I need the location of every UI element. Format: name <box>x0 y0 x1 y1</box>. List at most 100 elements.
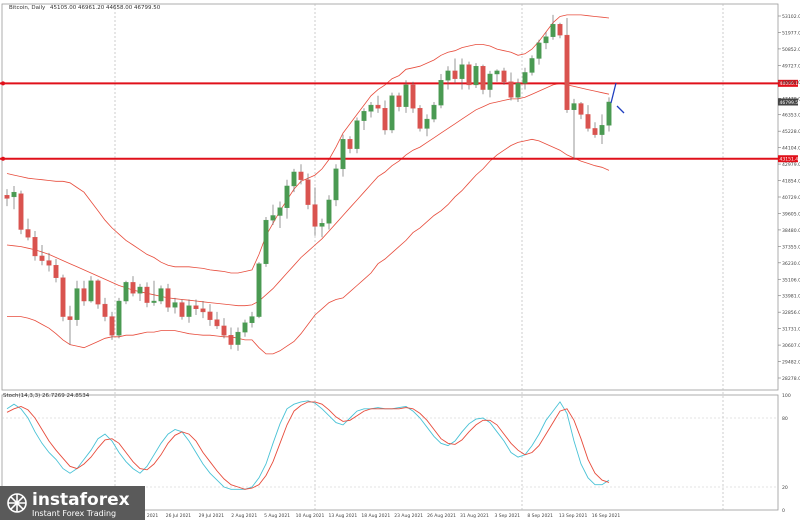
date-tick-label: 31 Aug 2021 <box>460 513 489 519</box>
price-tick-label: 40729.00 <box>782 195 800 201</box>
candle-body <box>334 169 339 200</box>
level-anchor-0 <box>1 81 5 85</box>
date-tick-label: 13 Aug 2021 <box>328 513 357 519</box>
candle-body <box>523 72 528 83</box>
price-tick-label: 37355.00 <box>782 244 800 250</box>
candle-body <box>558 24 563 35</box>
candle-body <box>243 323 248 332</box>
candle-body <box>320 223 325 226</box>
candle-body <box>446 71 451 80</box>
candle-body <box>411 85 416 108</box>
price-tick-label: 50852.00 <box>782 47 800 53</box>
date-tick-label: 10 Aug 2021 <box>296 513 325 519</box>
candle-body <box>82 289 87 301</box>
candle-body <box>145 287 150 303</box>
candle-body <box>138 287 143 293</box>
candle-body <box>341 139 346 169</box>
candle-body <box>565 35 570 110</box>
candle-body <box>96 281 101 304</box>
symbol-label: Bitcoin, Daily <box>9 5 46 11</box>
instaforex-logo: instaforex Instant Forex Trading <box>0 486 145 520</box>
price-tick-label: 49727.00 <box>782 63 800 69</box>
stoch-title: Stoch(14,3,3) 26.7269 24.8534 <box>3 393 90 399</box>
date-tick-label: 13 Sep 2021 <box>559 513 588 519</box>
candle <box>355 118 360 154</box>
price-tick-label: 38480.00 <box>782 228 800 234</box>
candle-body <box>474 66 479 85</box>
candle-body <box>166 289 171 308</box>
date-tick-label: 29 Jul 2021 <box>199 513 225 519</box>
candle <box>61 275 66 322</box>
candle-body <box>173 303 178 308</box>
level-anchor-1 <box>1 157 5 161</box>
candle-body <box>75 289 80 320</box>
candle <box>264 217 269 267</box>
candle-body <box>390 96 395 130</box>
candle-body <box>257 264 262 317</box>
price-tick-label: 36230.00 <box>782 261 800 267</box>
candle <box>257 262 262 318</box>
candle <box>432 102 437 122</box>
candle-body <box>201 309 206 312</box>
candle-body <box>348 139 353 148</box>
date-tick-label: 8 Sep 2021 <box>527 513 553 519</box>
price-tick-label: 42979.00 <box>782 162 800 168</box>
price-tick-label: 29482.00 <box>782 360 800 366</box>
price-tick-label: 33981.00 <box>782 294 800 300</box>
candle <box>474 63 479 88</box>
candle <box>180 299 185 319</box>
candle-body <box>425 119 430 128</box>
candle-body <box>271 216 276 221</box>
candle-body <box>285 186 290 208</box>
date-tick-label: 26 Aug 2021 <box>427 513 456 519</box>
candle-body <box>61 278 66 317</box>
chart-title: Bitcoin, Daily 45105.00 46961.20 44658.0… <box>9 5 161 11</box>
candle-body <box>306 180 311 205</box>
candle-body <box>89 281 94 301</box>
candle-body <box>313 205 318 227</box>
candle-body <box>54 265 59 277</box>
candle-body <box>481 66 486 89</box>
candle-body <box>404 85 409 107</box>
candle-body <box>551 24 556 36</box>
candle-body <box>152 301 157 303</box>
stoch-tick-label: 20 <box>782 485 788 491</box>
candle-body <box>418 108 423 128</box>
candle-body <box>502 71 507 82</box>
date-tick-label: 18 Aug 2021 <box>361 513 390 519</box>
candle-body <box>586 114 591 128</box>
date-tick-label: 23 Aug 2021 <box>394 513 423 519</box>
date-tick-label: 5 Aug 2021 <box>264 513 290 519</box>
candle-body <box>12 192 17 197</box>
price-tick-label: 53102.00 <box>782 14 800 20</box>
candle-body <box>362 111 367 120</box>
candle-body <box>327 200 332 223</box>
price-tick-label: 44104.00 <box>782 146 800 152</box>
price-tick-label: 41854.00 <box>782 179 800 185</box>
candle-body <box>355 121 360 149</box>
candle <box>411 82 416 113</box>
date-tick-label: 16 Sep 2021 <box>592 513 621 519</box>
candle-body <box>103 304 108 316</box>
candle-body <box>530 58 535 72</box>
candle-body <box>33 237 38 256</box>
candle <box>124 281 129 304</box>
stoch-tick-label: 80 <box>782 416 788 422</box>
candle-body <box>397 96 402 107</box>
candle-body <box>516 83 521 97</box>
candle <box>390 93 395 133</box>
price-tick-label: 45228.00 <box>782 129 800 135</box>
candle-body <box>572 104 577 110</box>
candle-body <box>215 320 220 326</box>
price-tick-label: 51977.00 <box>782 30 800 36</box>
stoch-tick-label: 0 <box>782 508 785 514</box>
price-tick-label: 31731.00 <box>782 327 800 333</box>
candle-body <box>180 303 185 317</box>
candle <box>19 191 24 235</box>
candle-body <box>26 229 31 237</box>
candle-body <box>600 125 605 134</box>
candle <box>418 105 423 131</box>
candle-body <box>236 332 241 344</box>
date-tick-label: 3 Sep 2021 <box>494 513 520 519</box>
